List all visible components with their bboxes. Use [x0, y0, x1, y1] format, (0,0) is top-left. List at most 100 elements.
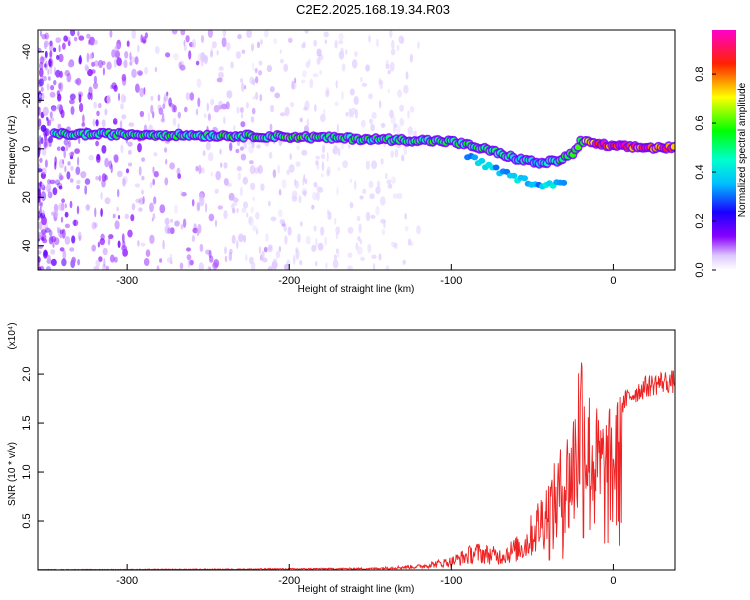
spectrogram-noise-cell: [235, 148, 240, 154]
spectrogram-noise-cell: [349, 178, 352, 183]
spectrogram-noise-cell: [353, 96, 359, 105]
snr-ytick-label: 0.5: [21, 513, 33, 528]
spectrogram-noise-cell: [208, 213, 215, 222]
spectrogram-noise-cell: [169, 162, 176, 170]
spectrogram-noise-cell: [117, 215, 121, 220]
spectrogram-noise-cell: [59, 229, 64, 235]
spectrogram-noise-cell: [138, 207, 143, 212]
spectrogram-noise-cell: [213, 104, 220, 113]
spectrogram-noise-cell: [215, 170, 221, 181]
spectrogram-noise-cell: [289, 153, 292, 160]
spectrogram-noise-cell: [128, 162, 133, 167]
spectrogram-noise-cell: [78, 136, 81, 145]
spectrogram-noise-cell: [208, 152, 214, 162]
spectrogram-noise-cell: [93, 266, 100, 270]
spectrogram-noise-cell: [172, 117, 177, 127]
spectrogram-noise-cell: [325, 262, 328, 269]
spectrogram-noise-cell: [102, 247, 108, 256]
spectrogram-noise-cell: [228, 251, 233, 262]
spectrogram-noise-cell: [153, 152, 158, 157]
spectrogram-noise-cell: [299, 221, 303, 227]
spectrogram-branch-cell: [560, 179, 568, 186]
spectrogram-noise-cell: [149, 181, 153, 189]
spectrogram-noise-cell: [163, 96, 166, 106]
spectrogram-noise-cell: [75, 166, 81, 175]
spectrogram-noise-cell: [174, 220, 180, 227]
spectrogram-noise-cell: [256, 41, 261, 49]
spectrogram-noise-cell: [142, 196, 145, 205]
spectrogram-noise-cell: [64, 165, 67, 173]
spectrogram-noise-cell: [137, 44, 140, 53]
spectrogram-noise-cell: [50, 105, 57, 111]
spectrogram-noise-cell: [67, 140, 71, 148]
snr-marks: [38, 362, 675, 570]
spectrogram-noise-cell: [260, 39, 263, 45]
spectrogram-noise-cell: [416, 225, 421, 235]
spectrogram-noise-cell: [316, 48, 322, 57]
spectrogram-noise-cell: [121, 114, 127, 120]
spectrogram-noise-cell: [375, 38, 380, 48]
spectrogram-noise-cell: [238, 233, 244, 243]
spectrogram-noise-cell: [49, 40, 53, 47]
spectrogram-noise-cell: [236, 165, 242, 172]
spectrogram-noise-cell: [191, 199, 195, 207]
spectrogram-ytick-label: -40: [21, 44, 33, 60]
spectrogram-noise-cell: [117, 240, 121, 248]
spectrogram-noise-cell: [337, 167, 341, 172]
spectrogram-noise-cell: [345, 49, 348, 55]
spectrogram-noise-cell: [120, 103, 124, 110]
spectrogram-noise-cell: [250, 43, 255, 52]
spectrogram-noise-cell: [150, 104, 154, 114]
spectrogram-noise-cell: [397, 192, 403, 200]
spectrogram-noise-cell: [274, 92, 281, 99]
spectrogram-noise-cell: [298, 195, 302, 204]
snr-ytick-label: 2.0: [21, 366, 33, 381]
spectrogram-noise-cell: [95, 119, 99, 127]
spectrogram-noise-cell: [314, 104, 317, 112]
spectrogram-noise-cell: [404, 213, 408, 220]
spectrogram-noise-cell: [326, 169, 330, 177]
colorbar-tick-label: 0.0: [694, 262, 706, 277]
spectrogram-noise-cell: [55, 37, 61, 43]
spectrogram-noise-cell: [230, 61, 235, 69]
spectrogram-noise-cell: [334, 217, 337, 225]
spectrogram-noise-cell: [191, 39, 197, 49]
spectrogram-noise-cell: [164, 177, 169, 186]
spectrogram-noise-cell: [164, 217, 170, 226]
spectrogram-band-cell: [574, 144, 582, 151]
spectrogram-noise-cell: [70, 151, 75, 156]
snr-multiplier: (x10⁴): [7, 322, 18, 349]
spectrogram-noise-cell: [46, 116, 49, 121]
spectrogram-noise-cell: [180, 190, 183, 197]
spectrogram-noise-cell: [40, 55, 44, 63]
spectrogram-noise-cell: [38, 210, 41, 219]
spectrogram-noise-cell: [92, 118, 96, 127]
spectrogram-noise-cell: [112, 118, 118, 125]
spectrogram-noise-cell: [78, 35, 85, 41]
spectrogram-noise-cell: [196, 202, 201, 212]
spectrogram-noise-cell: [335, 80, 338, 89]
spectrogram-noise-cell: [104, 197, 111, 205]
spectrogram-noise-cell: [405, 71, 409, 80]
spectrogram-noise-cell: [65, 144, 69, 152]
snr-xtick-label: -300: [116, 575, 138, 587]
spectrogram-noise-cell: [63, 35, 68, 42]
spectrogram-noise-cell: [231, 234, 236, 244]
spectrogram-noise-cell: [349, 88, 355, 96]
spectrogram-noise-cell: [391, 39, 395, 50]
spectrogram-noise-cell: [380, 122, 386, 128]
spectrogram-noise-cell: [288, 164, 295, 173]
spectrogram-noise-cell: [399, 117, 405, 127]
spectrogram-noise-cell: [54, 156, 57, 166]
spectrogram-noise-cell: [236, 207, 239, 214]
spectrogram-noise-cell: [297, 233, 301, 243]
spectrogram-noise-cell: [41, 229, 47, 235]
spectrogram-noise-cell: [121, 73, 127, 82]
spectrogram-noise-cell: [226, 90, 233, 99]
spectrogram-noise-cell: [48, 58, 52, 67]
spectrogram-noise-cell: [251, 107, 256, 115]
spectrogram-noise-cell: [356, 246, 363, 255]
spectrogram-noise-cell: [398, 35, 405, 44]
spectrogram-noise-cell: [59, 232, 63, 239]
spectrogram-noise-cell: [131, 30, 137, 39]
